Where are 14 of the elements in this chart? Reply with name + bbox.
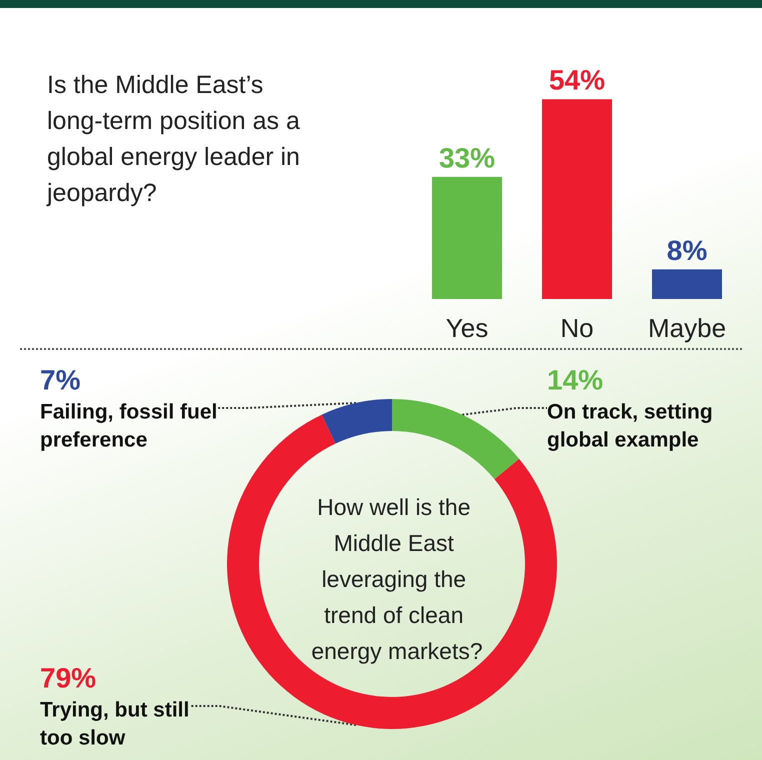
data-label: 79% [40,662,96,694]
x-tick-label: Yes [446,313,488,343]
data-label: 33% [438,142,496,174]
data-label: 54% [548,64,606,96]
text: How well is the Middle East leveraging the trend of clean energy markets? [311,494,483,664]
data-label: 8% [666,234,708,266]
x-tick-label: Maybe [648,313,726,343]
data-label: 14% [547,364,604,396]
text: Is the Middle East’s long-term position as a global energy leader in jeopardy? [46,71,307,207]
slice-label: Trying, but still too slow [40,698,190,750]
slice-label: On track, setting global example [547,400,713,452]
slice-label: Failing, fossil fuel preference [40,400,218,452]
x-tick-label: No [560,313,594,343]
data-label: 7% [40,364,81,396]
